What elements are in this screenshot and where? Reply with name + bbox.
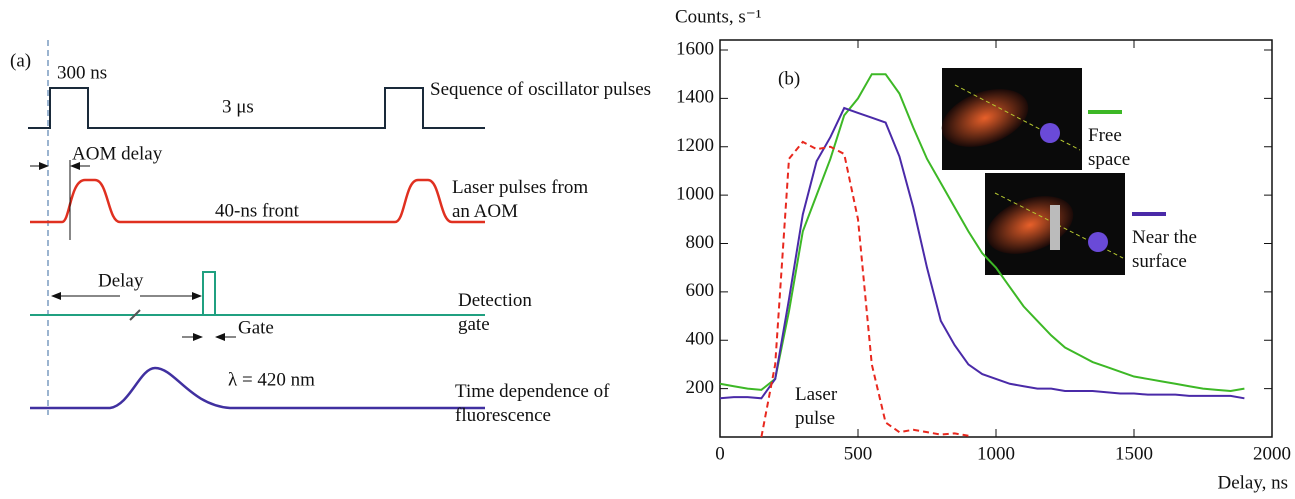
aom-delay: AOM delay	[72, 143, 163, 164]
oscillator-label: Sequence of oscillator pulses	[430, 79, 652, 100]
front: 40-ns front	[215, 200, 300, 221]
inset-surface	[1050, 205, 1060, 250]
detection-gate	[30, 271, 485, 316]
period: 3 μs	[222, 96, 254, 117]
y-tick-label: 1000	[676, 183, 714, 204]
x-tick-label: 500	[844, 443, 873, 464]
pulse-width: 300 ns	[57, 62, 107, 83]
fluorescence	[30, 366, 485, 410]
inset-glow	[941, 89, 1029, 147]
series-line	[719, 106, 1245, 400]
y-tick-label: 1600	[676, 38, 714, 59]
x-tick-label: 1500	[1115, 443, 1153, 464]
y-tick-label: 200	[686, 377, 715, 398]
oscillator-pulses	[28, 87, 485, 129]
series-line	[760, 140, 969, 438]
y-axis-label: Counts, s⁻¹	[675, 6, 762, 27]
legend-label: Near the surface	[1132, 227, 1197, 272]
x-tick-label: 2000	[1253, 443, 1291, 464]
fluorescence-label: Time dependence of fluorescence	[455, 381, 610, 426]
series-line	[719, 73, 1245, 393]
inset-atom	[1088, 232, 1108, 252]
inset-beam	[954, 84, 1081, 151]
wavelength: λ = 420 nm	[228, 369, 315, 390]
y-tick-label: 1200	[676, 135, 714, 156]
y-tick-label: 800	[686, 232, 715, 253]
legend-label: Free space	[1088, 125, 1131, 170]
y-tick-label: 400	[686, 329, 715, 350]
gate: Gate	[238, 317, 274, 338]
inset-atom	[1040, 123, 1060, 143]
break	[129, 309, 141, 321]
detection-label: Detection gate	[458, 290, 532, 335]
panel-label: (b)	[778, 68, 800, 89]
delay: Delay	[98, 270, 144, 291]
x-tick-label: 0	[715, 443, 725, 464]
laser-label: Laser pulses from an AOM	[452, 177, 589, 222]
x-tick-label: 1000	[977, 443, 1015, 464]
laser-pulses	[30, 178, 485, 224]
y-tick-label: 1400	[676, 87, 714, 108]
annotation: Laser pulse	[795, 384, 838, 429]
x-axis-label: Delay, ns	[1217, 472, 1288, 493]
y-tick-label: 600	[686, 280, 715, 301]
panel-label: (a)	[10, 50, 31, 71]
